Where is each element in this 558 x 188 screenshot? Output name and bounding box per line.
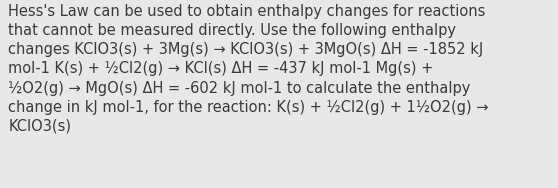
Text: Hess's Law can be used to obtain enthalpy changes for reactions
that cannot be m: Hess's Law can be used to obtain enthalp… [8, 4, 489, 134]
